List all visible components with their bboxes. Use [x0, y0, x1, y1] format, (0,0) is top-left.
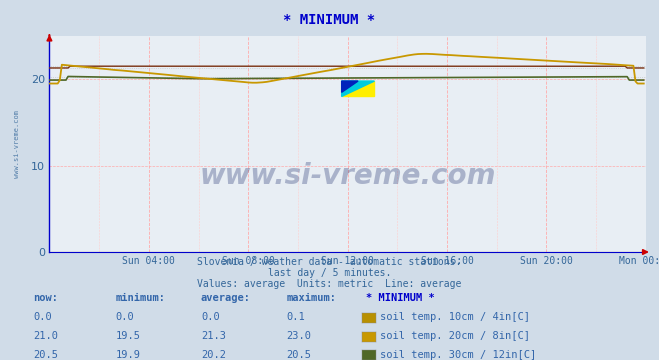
- Text: soil temp. 10cm / 4in[C]: soil temp. 10cm / 4in[C]: [380, 312, 530, 322]
- Text: 0.1: 0.1: [287, 312, 305, 322]
- Text: 19.9: 19.9: [115, 350, 140, 360]
- Text: 20.5: 20.5: [33, 350, 58, 360]
- Text: maximum:: maximum:: [287, 293, 337, 303]
- Text: www.si-vreme.com: www.si-vreme.com: [200, 162, 496, 190]
- Text: last day / 5 minutes.: last day / 5 minutes.: [268, 268, 391, 278]
- Text: 23.0: 23.0: [287, 331, 312, 341]
- Text: 0.0: 0.0: [115, 312, 134, 322]
- Polygon shape: [341, 81, 374, 96]
- Text: soil temp. 30cm / 12in[C]: soil temp. 30cm / 12in[C]: [380, 350, 536, 360]
- Text: soil temp. 20cm / 8in[C]: soil temp. 20cm / 8in[C]: [380, 331, 530, 341]
- Polygon shape: [341, 81, 358, 92]
- Text: * MINIMUM *: * MINIMUM *: [283, 13, 376, 27]
- Text: Values: average  Units: metric  Line: average: Values: average Units: metric Line: aver…: [197, 279, 462, 289]
- Text: 21.0: 21.0: [33, 331, 58, 341]
- Text: 21.3: 21.3: [201, 331, 226, 341]
- Text: 20.2: 20.2: [201, 350, 226, 360]
- Text: 0.0: 0.0: [33, 312, 51, 322]
- Text: Slovenia / weather data - automatic stations.: Slovenia / weather data - automatic stat…: [197, 257, 462, 267]
- Text: minimum:: minimum:: [115, 293, 165, 303]
- Text: 19.5: 19.5: [115, 331, 140, 341]
- Text: www.si-vreme.com: www.si-vreme.com: [14, 110, 20, 178]
- Polygon shape: [341, 81, 374, 96]
- Text: * MINIMUM *: * MINIMUM *: [366, 293, 434, 303]
- Text: 20.5: 20.5: [287, 350, 312, 360]
- Text: now:: now:: [33, 293, 58, 303]
- Text: average:: average:: [201, 293, 251, 303]
- Text: 0.0: 0.0: [201, 312, 219, 322]
